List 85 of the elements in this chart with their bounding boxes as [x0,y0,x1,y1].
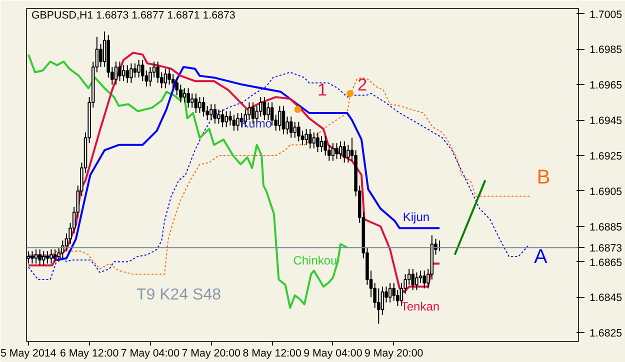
x-tick-label: 7 May 20:00 [182,348,241,360]
candlestick [316,132,320,152]
y-tick-label: 1.6885 [590,221,622,234]
x-tick-label: 9 May 04:00 [304,348,362,360]
y-tick-label: 1.6965 [590,80,622,92]
candlestick [34,248,38,264]
candlestick [213,104,217,124]
candlestick [411,268,415,291]
candlestick [270,102,274,126]
candlestick [342,140,346,164]
candlestick [46,250,50,264]
x-tick-label: 6 May 12:00 [60,348,119,360]
y-tick-label: 1.6925 [590,150,622,163]
candlestick [308,128,312,149]
series-label: Kijun [402,210,430,224]
x-tick-label: 8 May 12:00 [242,348,302,360]
y-tick-label: 1.7005 [590,8,622,21]
candlestick [380,286,384,316]
candlestick [320,136,324,152]
series-label: Chinkou [293,254,338,268]
candlestick [312,132,316,149]
candlestick [388,282,392,304]
candlestick [26,250,30,264]
candlestick [42,250,46,266]
candlestick [209,104,213,121]
candlestick [232,114,236,132]
annotation: 1 [318,80,328,100]
candlestick [118,61,122,82]
candlestick [300,130,304,146]
y-tick-label: 1.6905 [590,186,622,198]
candlestick [289,116,293,138]
series-label: Tenkan [400,300,440,314]
candlestick [190,93,194,108]
candlestick [262,96,266,121]
candlestick [130,62,133,84]
candlestick [133,62,137,78]
candlestick [137,59,140,78]
y-tick-label: 1.6985 [590,44,622,56]
candlestick [338,140,342,160]
candlestick [224,110,228,128]
candlestick [152,61,156,78]
series-label: A [534,246,548,268]
candlestick [282,105,286,135]
x-tick-label: 7 May 04:00 [120,348,180,360]
candlestick [297,121,300,142]
candlestick [182,88,186,103]
candlestick [335,142,338,160]
candlestick [38,248,42,266]
y-tick-label: 1.6825 [590,328,622,340]
candlestick [278,105,282,132]
candlestick [293,121,297,138]
annotation: 2 [358,74,368,94]
x-tick-label: 5 May 2014 [0,348,56,360]
annotation: T9 K24 S48 [136,286,222,304]
y-tick-label: 1.6945 [590,115,622,128]
candlestick [194,93,198,114]
candlestick [114,61,118,86]
chart-title: GBPUSD,H1 1.6873 1.6877 1.6871 1.6873 [32,10,236,22]
series-label: B [536,166,550,188]
candlestick [50,248,53,264]
candlestick [422,270,426,289]
candlestick [331,142,335,162]
candlestick [168,68,171,86]
candlestick [186,88,190,108]
candlestick [266,102,270,121]
candlestick [202,96,206,118]
candlestick [99,43,102,68]
x-tick-label: 9 May 20:00 [364,348,424,360]
candlestick [217,108,220,124]
candlestick [122,64,126,82]
ref-line-label: 1.6873 [590,242,622,255]
candlestick [126,64,130,84]
candlestick [53,248,57,262]
line-series [27,54,348,309]
y-tick-label: 1.6865 [590,256,622,269]
candlestick [258,96,262,118]
y-tick-label: 1.6845 [590,292,622,304]
candlestick [418,270,422,284]
candlestick [164,68,168,89]
candlestick [220,108,224,128]
candlestick [30,250,34,264]
candlestick [236,112,240,132]
candlestick [198,96,202,114]
candlestick [304,128,308,146]
candlestick [415,272,418,291]
